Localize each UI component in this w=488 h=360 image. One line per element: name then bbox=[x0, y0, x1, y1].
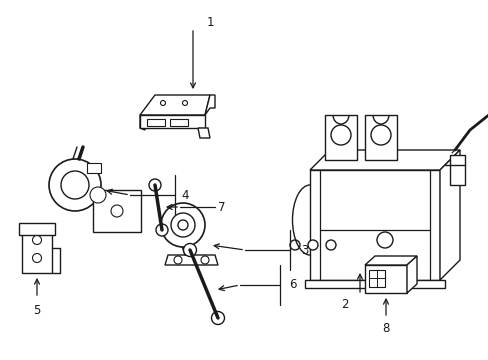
Circle shape bbox=[182, 100, 187, 105]
Polygon shape bbox=[164, 255, 218, 265]
Bar bbox=[364, 265, 406, 293]
Bar bbox=[305, 280, 444, 288]
Polygon shape bbox=[309, 150, 459, 170]
Text: 4: 4 bbox=[181, 189, 188, 202]
Circle shape bbox=[376, 232, 392, 248]
Text: 2: 2 bbox=[341, 298, 348, 311]
Circle shape bbox=[49, 159, 101, 211]
Circle shape bbox=[32, 253, 41, 262]
Circle shape bbox=[161, 203, 204, 247]
Text: 8: 8 bbox=[382, 321, 389, 334]
Text: 3: 3 bbox=[301, 243, 308, 257]
Polygon shape bbox=[439, 150, 459, 280]
Bar bbox=[364, 115, 396, 160]
Polygon shape bbox=[140, 115, 204, 128]
Bar bbox=[309, 170, 439, 280]
Polygon shape bbox=[198, 128, 209, 138]
Bar bbox=[170, 119, 187, 126]
Bar bbox=[147, 119, 164, 126]
Bar bbox=[325, 115, 356, 160]
Circle shape bbox=[90, 187, 106, 203]
Circle shape bbox=[289, 240, 299, 250]
Text: 5: 5 bbox=[33, 303, 41, 316]
Circle shape bbox=[61, 171, 89, 199]
Polygon shape bbox=[204, 95, 215, 115]
Circle shape bbox=[149, 179, 161, 191]
Polygon shape bbox=[140, 95, 209, 115]
Polygon shape bbox=[176, 228, 192, 255]
Text: 7: 7 bbox=[218, 201, 225, 213]
Circle shape bbox=[174, 256, 182, 264]
Circle shape bbox=[178, 220, 187, 230]
Bar bbox=[87, 163, 101, 173]
Bar bbox=[449, 155, 464, 185]
Circle shape bbox=[32, 235, 41, 244]
Circle shape bbox=[111, 205, 123, 217]
Circle shape bbox=[160, 100, 165, 105]
Bar bbox=[19, 223, 55, 235]
Bar bbox=[368, 270, 384, 287]
Circle shape bbox=[183, 243, 196, 257]
Circle shape bbox=[156, 224, 168, 236]
Circle shape bbox=[330, 125, 350, 145]
Text: 6: 6 bbox=[289, 279, 296, 292]
Circle shape bbox=[370, 125, 390, 145]
Polygon shape bbox=[140, 115, 145, 130]
Circle shape bbox=[171, 213, 195, 237]
Bar bbox=[93, 190, 141, 232]
Bar bbox=[22, 228, 52, 273]
Circle shape bbox=[211, 311, 224, 324]
Text: 1: 1 bbox=[206, 15, 213, 28]
Circle shape bbox=[307, 240, 317, 250]
Polygon shape bbox=[406, 256, 416, 293]
Polygon shape bbox=[364, 256, 416, 265]
Circle shape bbox=[325, 240, 335, 250]
Circle shape bbox=[201, 256, 208, 264]
